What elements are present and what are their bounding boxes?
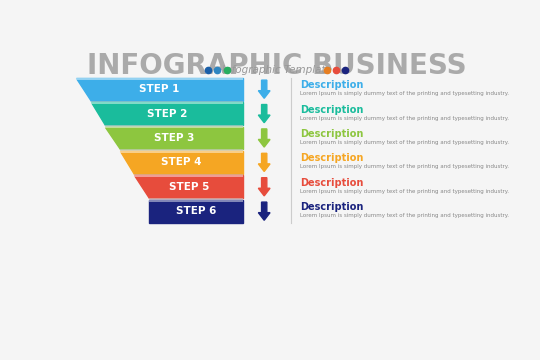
Polygon shape: [105, 127, 243, 149]
Text: Description: Description: [300, 202, 363, 212]
Text: Lorem Ipsum is simply dummy text of the printing and typesetting industry.: Lorem Ipsum is simply dummy text of the …: [300, 116, 509, 121]
Polygon shape: [120, 149, 243, 151]
Polygon shape: [91, 102, 243, 104]
Text: INFOGRAPHIC BUSINESS: INFOGRAPHIC BUSINESS: [87, 51, 467, 80]
Polygon shape: [76, 78, 243, 100]
Text: Lorem Ipsum is simply dummy text of the printing and typesetting industry.: Lorem Ipsum is simply dummy text of the …: [300, 140, 509, 145]
Polygon shape: [258, 104, 270, 123]
Text: STEP 1: STEP 1: [139, 84, 180, 94]
Text: Description: Description: [300, 80, 363, 90]
Polygon shape: [258, 129, 270, 147]
Polygon shape: [134, 175, 243, 177]
Polygon shape: [105, 125, 243, 127]
Text: Lorem Ipsum is simply dummy text of the printing and typesetting industry.: Lorem Ipsum is simply dummy text of the …: [300, 213, 509, 218]
Text: STEP 4: STEP 4: [161, 157, 202, 167]
Text: Infographic Template: Infographic Template: [222, 64, 332, 75]
Polygon shape: [149, 200, 243, 222]
Text: Description: Description: [300, 104, 363, 114]
Text: Lorem Ipsum is simply dummy text of the printing and typesetting industry.: Lorem Ipsum is simply dummy text of the …: [300, 189, 509, 194]
Polygon shape: [105, 127, 243, 129]
Polygon shape: [258, 178, 270, 196]
Polygon shape: [258, 80, 270, 98]
Text: Description: Description: [300, 129, 363, 139]
Polygon shape: [91, 100, 243, 102]
Polygon shape: [134, 175, 243, 198]
Polygon shape: [120, 151, 243, 174]
Polygon shape: [258, 202, 270, 220]
Text: STEP 5: STEP 5: [168, 182, 209, 192]
Polygon shape: [120, 151, 243, 153]
Text: Description: Description: [300, 178, 363, 188]
Polygon shape: [76, 78, 243, 80]
Text: STEP 3: STEP 3: [154, 133, 194, 143]
Polygon shape: [258, 153, 270, 171]
Polygon shape: [91, 102, 243, 125]
Polygon shape: [149, 198, 243, 200]
Text: STEP 2: STEP 2: [147, 109, 187, 118]
Text: Lorem Ipsum is simply dummy text of the printing and typesetting industry.: Lorem Ipsum is simply dummy text of the …: [300, 91, 509, 96]
Text: Lorem Ipsum is simply dummy text of the printing and typesetting industry.: Lorem Ipsum is simply dummy text of the …: [300, 165, 509, 170]
Text: Description: Description: [300, 153, 363, 163]
Polygon shape: [134, 174, 243, 175]
Polygon shape: [149, 200, 243, 202]
Text: STEP 6: STEP 6: [176, 206, 217, 216]
